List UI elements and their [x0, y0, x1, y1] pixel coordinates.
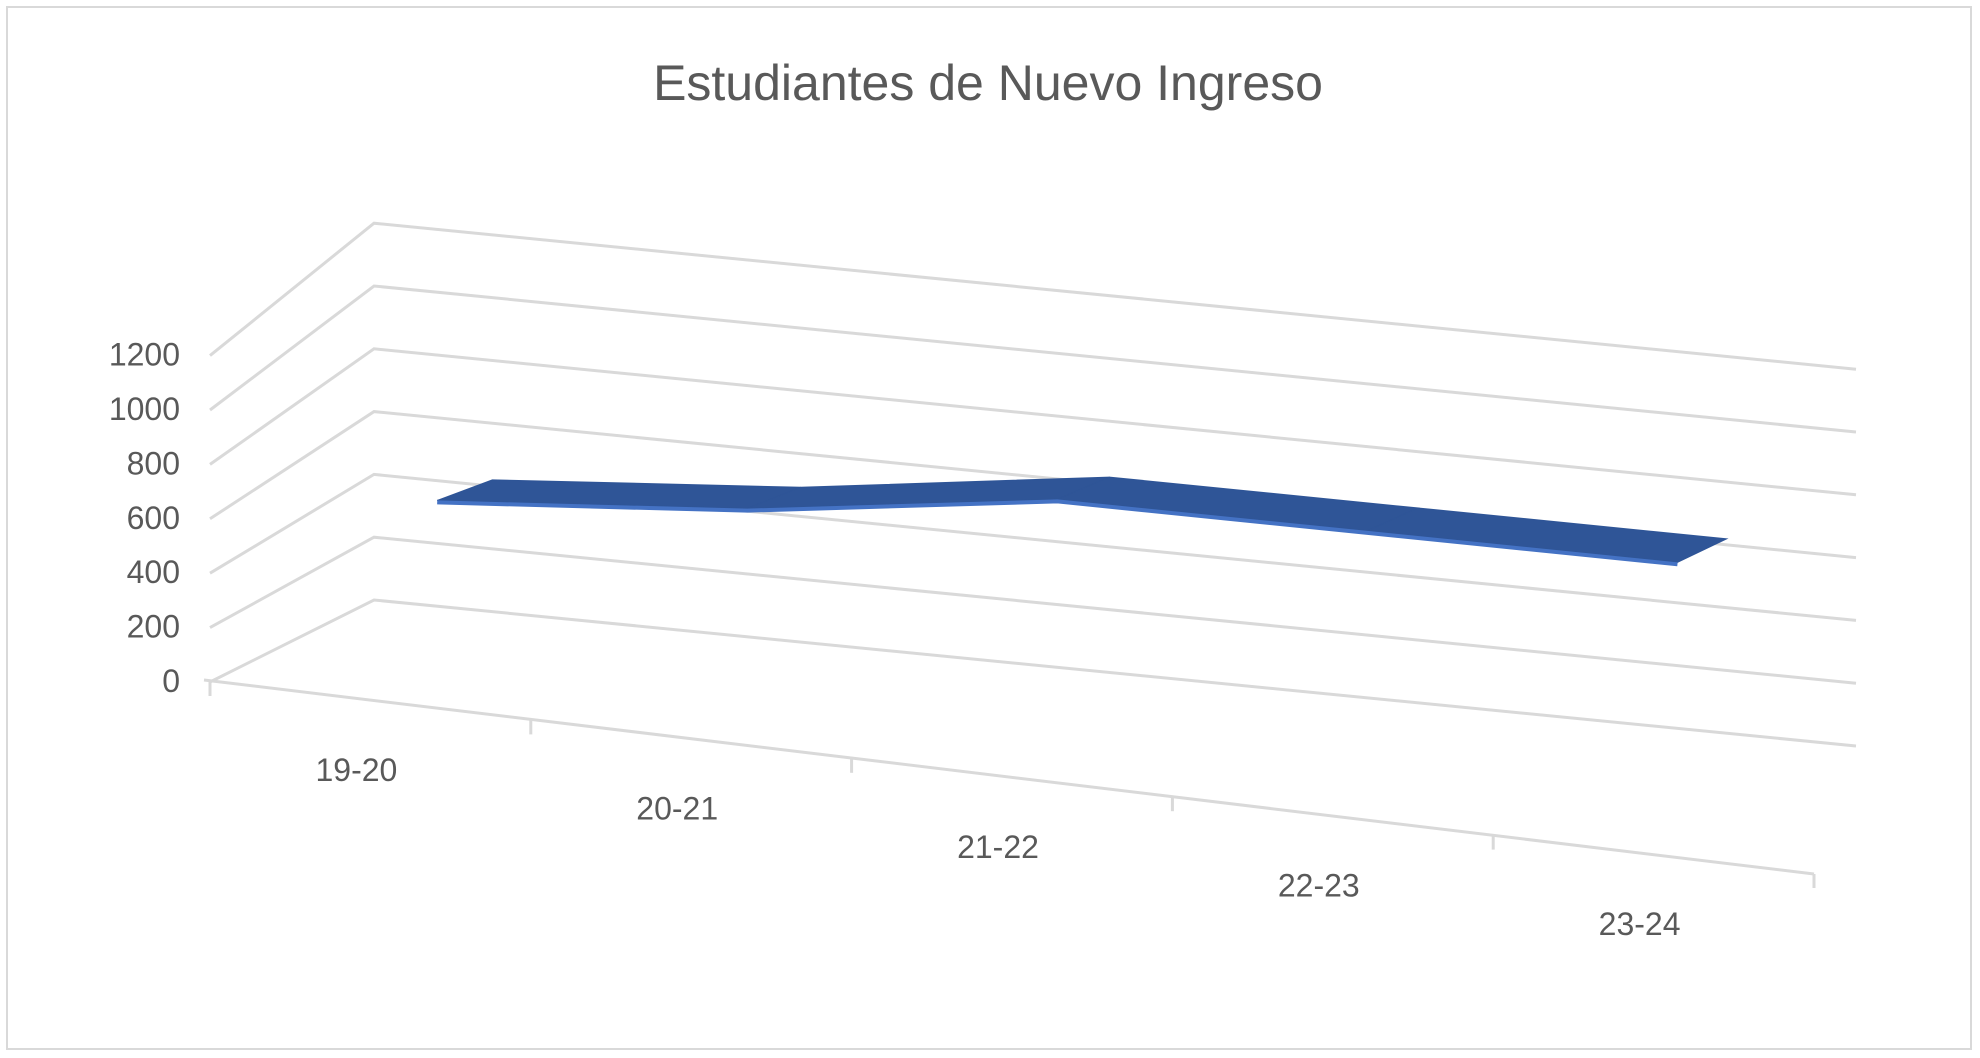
gridline — [209, 472, 1857, 622]
y-tick-label: 200 — [127, 609, 180, 645]
gridlines — [209, 221, 1857, 748]
y-tick-label: 1200 — [109, 337, 180, 373]
y-tick-label: 1000 — [109, 391, 180, 427]
x-tick-label: 23-24 — [1599, 906, 1681, 942]
gridline — [209, 221, 1857, 371]
y-tick-label: 800 — [127, 445, 180, 481]
line-chart-3d: Estudiantes de Nuevo Ingreso 0 200 400 600 8… — [109, 55, 1857, 942]
gridline — [209, 347, 1857, 497]
x-tick-label: 22-23 — [1278, 867, 1360, 903]
x-tick-label: 20-21 — [636, 791, 718, 827]
y-tick-label: 0 — [162, 663, 180, 699]
x-tick-label: 21-22 — [957, 829, 1039, 865]
x-axis-line — [203, 678, 1815, 876]
chart-frame: Estudiantes de Nuevo Ingreso 0 200 400 600 8… — [6, 6, 1972, 1050]
gridline — [209, 284, 1857, 434]
ribbon-front-edge — [437, 499, 1678, 567]
series-ribbon — [437, 476, 1729, 567]
gridline — [209, 598, 1857, 748]
ribbon-segment — [1057, 476, 1421, 532]
gridline — [209, 535, 1857, 685]
y-tick-label: 600 — [127, 500, 180, 536]
chart-title: Estudiantes de Nuevo Ingreso — [653, 55, 1323, 111]
ribbon-segment — [1365, 507, 1729, 563]
x-tick-label: 19-20 — [315, 752, 397, 788]
y-tick-label: 400 — [127, 554, 180, 590]
axes — [203, 678, 1816, 888]
axis-labels: 0 200 400 600 800 1000 1200 19-20 20-21 21-22 22-2… — [109, 337, 1681, 942]
